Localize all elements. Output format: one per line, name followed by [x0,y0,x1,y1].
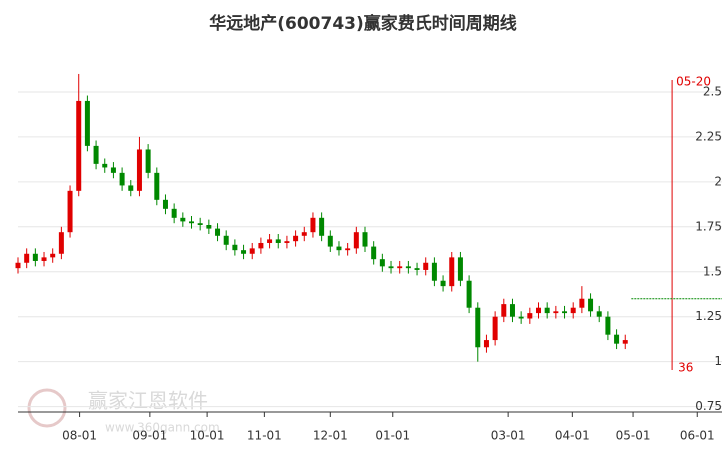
candle-body [310,217,316,233]
candle-body [397,266,403,269]
y-tick-label: 1.75 [695,219,722,233]
candle-body [501,304,507,317]
watermark-name: 赢家江恩软件 [88,389,208,413]
candle-body [362,232,368,247]
candle-body [336,246,342,251]
watermark: 赢家江恩软件 www.360gann.com [27,388,220,435]
chart-title: 华远地产(600743)赢家费氏时间周期线 [209,13,517,34]
candle-body [301,232,307,236]
candle-body [41,257,47,261]
candle-body [596,311,602,317]
candle-body [215,228,221,236]
candle-body [232,244,238,251]
candle-body [171,208,177,218]
x-tick-label: 10-01 [190,429,225,443]
candle-body [32,253,38,261]
candle-body [483,340,489,348]
watermark-url: www.360gann.com [105,421,220,435]
candle-body [275,239,281,243]
candle-body [58,232,64,254]
candle-body [15,262,21,269]
y-tick-label: 2.25 [695,129,722,143]
x-tick-label: 11-01 [247,429,282,443]
candle-body [84,100,90,146]
candle-body [241,250,247,254]
candle-body [449,257,455,287]
candle-body [206,225,212,229]
x-tick-label: 08-01 [62,429,97,443]
candle-body [267,239,273,243]
candle-body [509,304,515,317]
candle-body [466,280,472,308]
time-line-bottom-label: 36 [678,361,693,375]
x-tick-label: 12-01 [313,429,348,443]
y-tick-label: 1 [714,354,722,368]
y-tick-label: 2 [714,174,722,188]
x-tick-label: 03-01 [491,429,526,443]
candle-body [544,307,550,314]
candle-body [414,268,420,270]
time-line-top-label: 05-20 [676,75,711,89]
candle-body [527,313,533,319]
candle-body [622,340,628,344]
candle-body [319,217,325,236]
candle-body [180,217,186,222]
candle-body [614,334,620,344]
candle-body [327,235,333,247]
candle-body [76,100,82,191]
candle-body [353,232,359,249]
candle-body [371,246,377,260]
candle-body [562,311,568,314]
candle-body [536,307,541,314]
candle-body [136,149,142,191]
candle-body [67,190,73,233]
candle-body [553,311,559,314]
candle-body [223,235,229,245]
y-tick-label: 2.5 [703,84,722,98]
candle-body [379,259,385,267]
candle-body [457,257,463,281]
candle-body [197,223,203,225]
candle-body [50,253,56,258]
candle-body [570,307,576,314]
candle-body [579,298,585,308]
candle-body [258,242,264,249]
candle-body [93,145,99,164]
candle-body [492,316,498,341]
candle-body [284,241,290,243]
candle-body [119,172,125,186]
candle-body [605,316,611,335]
candle-body [405,266,411,269]
candle-body [249,248,255,254]
candle-body [162,199,168,209]
x-tick-label: 04-01 [555,429,590,443]
candle-body [189,221,194,224]
candle-body [128,185,134,191]
watermark-logo [27,388,67,428]
x-tick-label: 01-01 [375,429,410,443]
y-tick-label: 1.5 [703,264,722,278]
x-tick-label: 09-01 [132,429,167,443]
y-tick-label: 0.75 [695,399,722,413]
candle-body [293,235,299,242]
candle-body [145,149,151,173]
candle-body [102,163,108,168]
candle-body [431,262,437,281]
candle-body [518,316,524,319]
candle-body [588,298,594,312]
x-tick-label: 05-01 [616,429,651,443]
candle-body [423,262,429,270]
candle-body [440,280,446,287]
candle-body [388,266,394,269]
x-tick-label: 06-01 [680,429,715,443]
candle-body [110,167,116,173]
candle-body [475,307,481,348]
y-tick-label: 1.25 [695,309,722,323]
candle-body [154,172,160,200]
candle-body [24,253,30,263]
candle-body [345,248,351,251]
